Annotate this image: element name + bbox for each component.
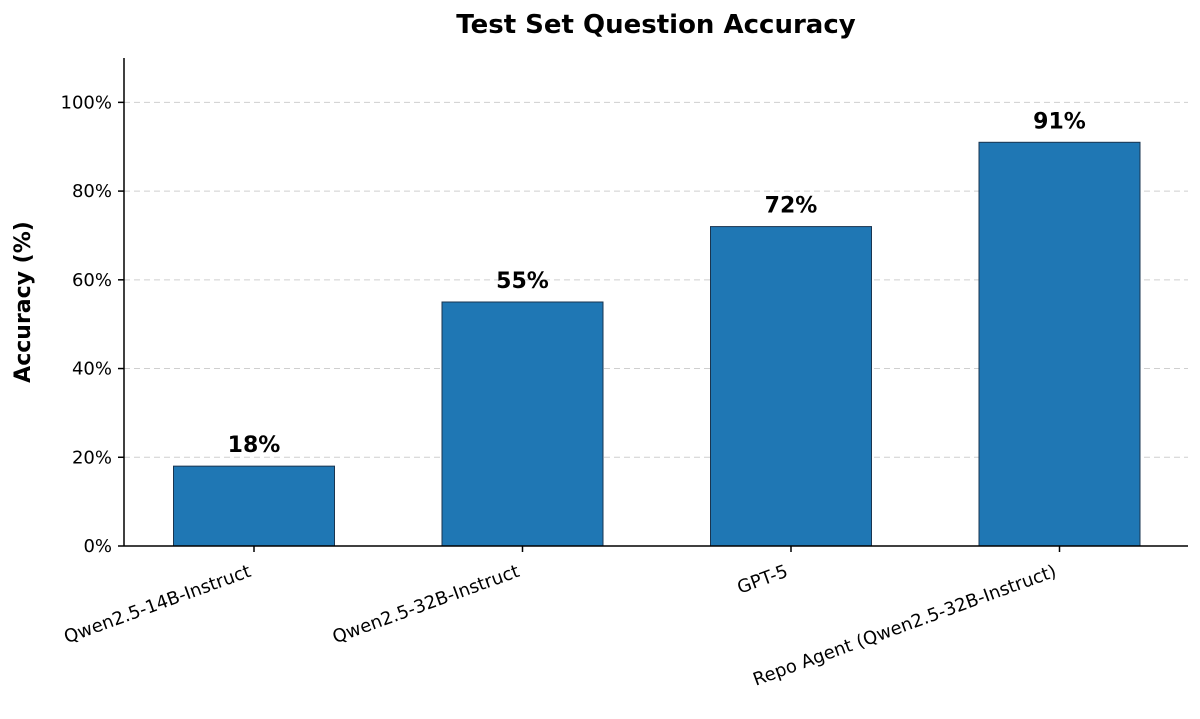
x-tick-label: GPT-5 [735,561,791,599]
x-tick-label: Repo Agent (Qwen2.5-32B-Instruct) [750,561,1059,691]
chart-title: Test Set Question Accuracy [456,10,855,40]
gridlines [124,101,1188,458]
bar [173,465,335,547]
y-tick-label: 100% [61,92,112,113]
y-tick-label: 80% [72,181,112,202]
bar-value-label: 72% [765,194,818,219]
y-tick-label: 0% [83,536,112,557]
bar [441,301,604,547]
bar-value-label: 18% [228,433,281,458]
y-tick-label: 40% [72,359,112,380]
bar-value-label: 55% [496,269,549,294]
y-axis-label: Accuracy (%) [11,221,36,383]
bar-value-label: 91% [1033,109,1086,134]
x-tick-label: Qwen2.5-32B-Instruct [330,561,522,648]
axes [118,58,1188,552]
bar [710,226,872,547]
y-tick-label: 60% [72,270,112,291]
x-tick-label: Qwen2.5-14B-Instruct [61,561,253,648]
bar [978,141,1141,547]
bars [173,141,1141,547]
y-tick-label: 20% [72,447,112,468]
